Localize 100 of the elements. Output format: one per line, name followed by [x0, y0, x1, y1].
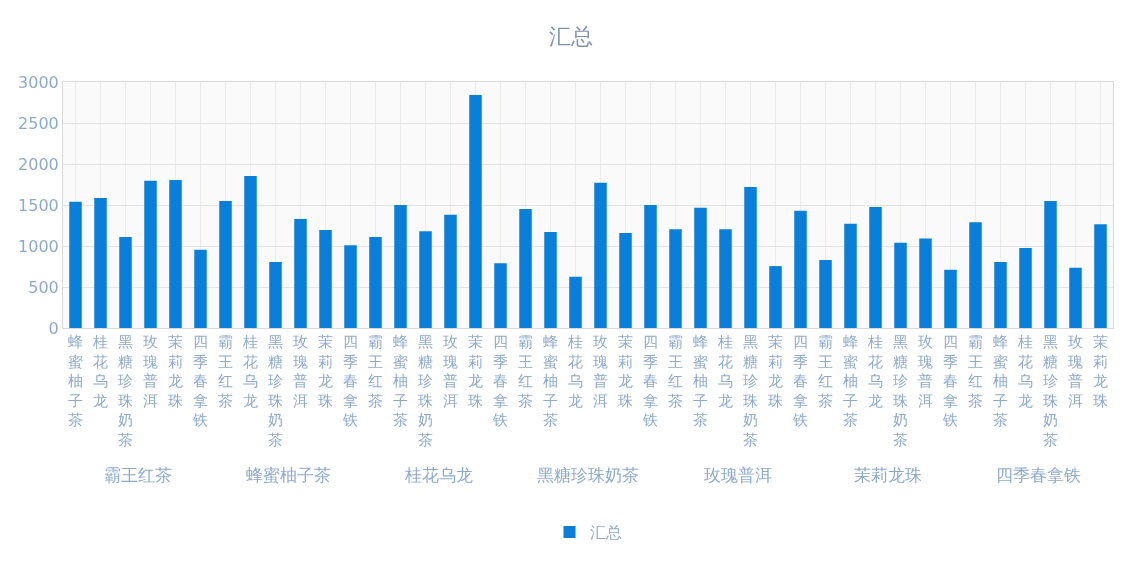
x-tick-label: 蜂蜜柚子茶 [993, 333, 1008, 429]
x-tick-label: 四季春拿铁 [792, 333, 808, 429]
bar [294, 218, 307, 328]
x-tick-label: 蜂蜜柚子茶 [693, 333, 708, 429]
bar [119, 236, 132, 328]
x-tick-label: 黑糖珍珠奶茶 [743, 333, 758, 449]
bar [594, 182, 607, 328]
legend-label: 汇总 [589, 523, 622, 543]
x-tick-label: 四季春拿铁 [192, 333, 208, 429]
x-tick-label: 茉莉龙珠 [468, 333, 483, 410]
text: 霸王红茶 [104, 465, 172, 485]
x-tick-label: 桂花乌龙 [567, 333, 583, 410]
x-tick-label: 蜂蜜柚子茶 [68, 333, 83, 429]
bar [1044, 200, 1057, 328]
x-tick-label: 茉莉龙珠 [768, 333, 783, 410]
x-tick-label: 桂花乌龙 [717, 333, 733, 410]
x-tick-label: 茉莉龙珠 [318, 333, 333, 410]
y-tick-label: 0 [48, 318, 59, 338]
x-tick-label: 玫瑰普洱 [293, 333, 308, 410]
y-tick-label: 1500 [18, 195, 59, 215]
bar [744, 186, 757, 328]
bar [494, 263, 507, 328]
x-tick-label: 茉莉龙珠 [168, 333, 183, 410]
chart-title: 汇总 [549, 24, 593, 50]
y-tick-label: 1000 [18, 236, 59, 256]
bar [244, 175, 257, 328]
x-tick-label: 茉莉龙珠 [1093, 333, 1108, 410]
bar [419, 231, 432, 328]
y-tick-label: 500 [28, 277, 59, 297]
y-tick-label: 3000 [18, 72, 59, 92]
bar [794, 210, 807, 328]
x-tick-label: 四季春拿铁 [642, 333, 658, 429]
x-tick-label: 四季春拿铁 [942, 333, 958, 429]
text: 蜂蜜柚子茶 [246, 465, 331, 485]
bar [544, 232, 557, 328]
text: 四季春拿铁 [996, 465, 1081, 485]
x-tick-label: 桂花乌龙 [242, 333, 258, 410]
bar [194, 249, 207, 328]
bar [919, 238, 932, 328]
x-tick-label: 桂花乌龙 [867, 333, 883, 410]
y-tick-label: 2000 [18, 154, 59, 174]
bar [144, 180, 157, 328]
x-tick-label: 霸王红茶 [668, 333, 683, 410]
bar [219, 200, 232, 328]
x-tick-label: 玫瑰普洱 [1068, 333, 1083, 410]
bar [644, 205, 657, 328]
x-tick-label: 蜂蜜柚子茶 [843, 333, 858, 429]
x-tick-label: 霸王红茶 [218, 333, 233, 410]
x-tick-label: 蜂蜜柚子茶 [393, 333, 408, 429]
x-tick-label: 黑糖珍珠奶茶 [118, 333, 133, 449]
x-tick-label: 玫瑰普洱 [593, 333, 608, 410]
bar [1069, 267, 1082, 328]
bar [1094, 224, 1107, 328]
x-tick-label: 黑糖珍珠奶茶 [893, 333, 908, 449]
bar [69, 201, 82, 328]
x-tick-label: 霸王红茶 [968, 333, 983, 410]
y-tick-label: 2500 [18, 113, 59, 133]
x-tick-label: 四季春拿铁 [342, 333, 358, 429]
bar [944, 269, 957, 328]
x-tick-label: 黑糖珍珠奶茶 [268, 333, 283, 449]
x-tick-label: 黑糖珍珠奶茶 [1043, 333, 1058, 449]
bar [269, 261, 282, 328]
bar [719, 229, 732, 328]
bar [469, 95, 482, 328]
x-tick-label: 桂花乌龙 [1017, 333, 1033, 410]
bar [444, 214, 457, 328]
bar [969, 222, 982, 328]
x-tick-label: 黑糖珍珠奶茶 [418, 333, 433, 449]
bar [819, 259, 832, 328]
x-tick-label: 蜂蜜柚子茶 [543, 333, 558, 429]
x-tick-label: 玫瑰普洱 [443, 333, 458, 410]
bar [619, 232, 632, 328]
bar [669, 229, 682, 328]
bar [169, 179, 182, 328]
x-tick-label: 玫瑰普洱 [143, 333, 158, 410]
text: 茉莉龙珠 [854, 465, 922, 485]
x-tick-label: 霸王红茶 [518, 333, 533, 410]
bar [344, 245, 357, 328]
bar [869, 207, 882, 328]
x-tick-label: 四季春拿铁 [492, 333, 508, 429]
bar [369, 236, 382, 328]
text: 黑糖珍珠奶茶 [537, 465, 639, 485]
bar [94, 198, 107, 328]
bar [569, 276, 582, 328]
text: 桂花乌龙 [404, 465, 473, 485]
bar [394, 205, 407, 328]
text: 玫瑰普洱 [704, 465, 772, 485]
bar [694, 207, 707, 328]
bar [769, 266, 782, 328]
x-tick-label: 霸王红茶 [818, 333, 833, 410]
bar [844, 223, 857, 328]
bar [894, 242, 907, 328]
x-tick-label: 茉莉龙珠 [618, 333, 633, 410]
x-tick-label: 霸王红茶 [368, 333, 383, 410]
x-tick-label: 桂花乌龙 [92, 333, 108, 410]
bar [994, 261, 1007, 328]
bar [319, 230, 332, 328]
x-tick-label: 玫瑰普洱 [918, 333, 933, 410]
bar [519, 209, 532, 328]
bar [1019, 248, 1032, 328]
